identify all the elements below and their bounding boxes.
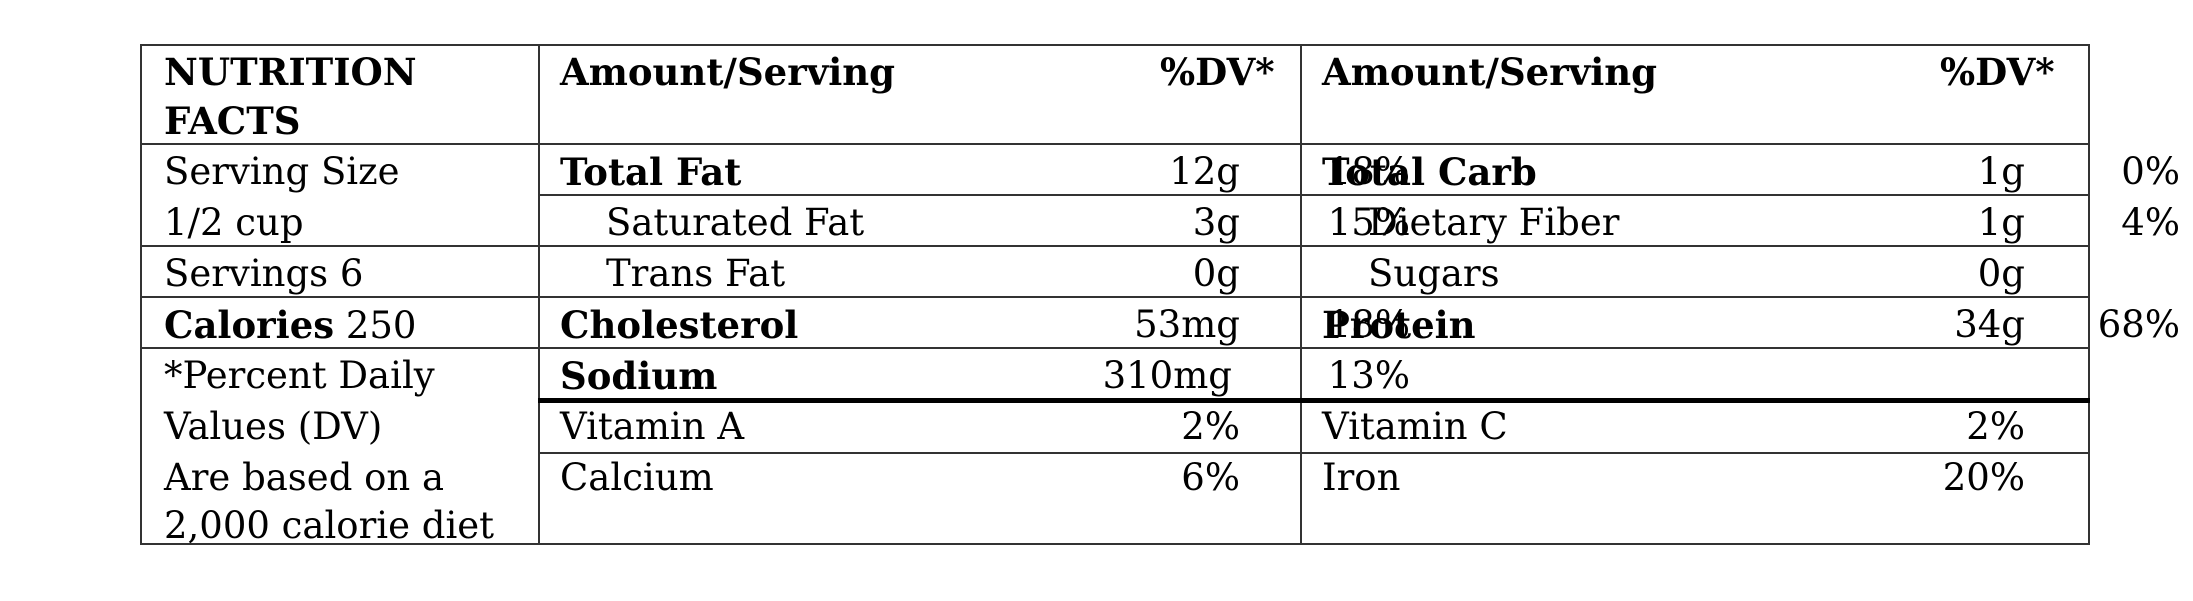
row-divider [140,296,2090,298]
row-divider [538,452,2090,454]
nutrient-name: Sodium [560,354,718,398]
table-border-left [140,44,142,545]
vitamin-dv: 6% [1181,456,1240,499]
column-header-amount: Amount/Serving [560,50,896,94]
nutrient-amount: 1g [1977,201,2025,244]
column-divider [1300,44,1302,545]
column-header-dv: %DV* [1160,50,1275,94]
nutrient-dv: 15% [1327,201,1410,244]
table-title: FACTS [164,99,301,143]
thick-divider [538,398,2090,403]
nutrient-name: Trans Fat [606,252,786,295]
nutrient-dv: 0% [2121,150,2180,193]
nutrient-name: Sugars [1368,252,1500,295]
table-border-right [2088,44,2090,545]
serving-size-value: 1/2 cup [164,201,304,244]
nutrient-name: Dietary Fiber [1368,201,1620,244]
row-divider [140,245,2090,247]
nutrient-amount: 310mg [1102,354,1232,397]
nutrient-name: Total Carb [1322,150,1537,194]
table-border-top [140,44,2090,46]
nutrient-name: Saturated Fat [606,201,865,244]
calories: Calories 250 [164,305,416,346]
nutrient-amount: 12g [1169,150,1240,193]
vitamin-dv: 2% [1966,405,2025,448]
table-title: NUTRITION [164,50,417,94]
vitamin-dv: 20% [1942,456,2025,499]
vitamin-name: Vitamin A [560,405,745,448]
vitamin-name: Vitamin C [1322,405,1508,448]
nutrient-amount: 34g [1954,303,2025,346]
nutrient-amount: 1g [1977,150,2025,193]
nutrition-facts-table: NUTRITION FACTS Amount/Serving %DV* Amou… [140,44,2180,547]
footnote-line: Are based on a [164,456,445,499]
serving-size: Serving Size [164,150,400,193]
calories-label: Calories [164,303,335,347]
vitamin-dv: 2% [1181,405,1240,448]
footnote-line: *Percent Daily [164,354,435,397]
calories-value: 250 [345,304,417,347]
column-header-amount: Amount/Serving [1322,50,1658,94]
nutrient-amount: 3g [1192,201,1240,244]
nutrient-dv: 18% [1327,150,1410,193]
nutrient-dv: 4% [2121,201,2180,244]
nutrient-name: Protein [1322,303,1476,347]
table-border-bottom [140,543,2090,545]
servings: Servings 6 [164,252,364,295]
nutrient-name: Cholesterol [560,303,799,347]
footnote-line: 2,000 calorie diet [164,504,495,547]
vitamin-name: Iron [1322,456,1401,499]
row-divider [538,194,2090,196]
nutrient-dv: 68% [2097,303,2180,346]
nutrient-dv: 13% [1327,354,1410,397]
nutrient-amount: 0g [1977,252,2025,295]
vitamin-name: Calcium [560,456,714,499]
column-divider [538,44,540,545]
nutrient-name: Total Fat [560,150,742,194]
footnote-line: Values (DV) [164,405,383,448]
row-divider [140,143,2090,145]
column-header-dv: %DV* [1940,50,2055,94]
nutrient-amount: 53mg [1134,303,1240,346]
row-divider [140,347,2090,349]
nutrient-amount: 0g [1192,252,1240,295]
nutrient-dv: 18% [1327,303,1410,346]
